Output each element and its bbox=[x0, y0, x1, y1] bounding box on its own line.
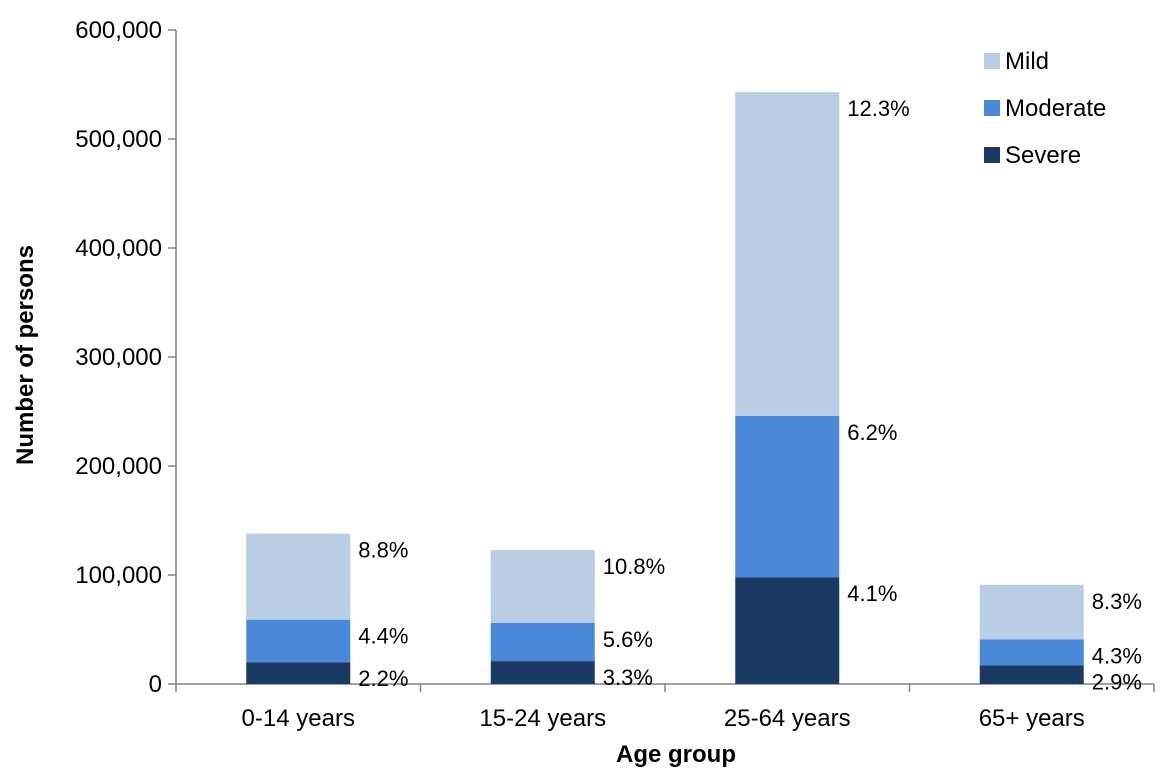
x-tick-label: 25-64 years bbox=[724, 705, 851, 732]
data-label: 4.3% bbox=[1092, 643, 1142, 668]
bar-segment-severe bbox=[735, 577, 840, 684]
legend-swatch-moderate bbox=[984, 100, 1000, 116]
legend-swatch-severe bbox=[984, 147, 1000, 163]
y-axis-title: Number of persons bbox=[12, 245, 39, 465]
y-tick-label: 300,000 bbox=[75, 344, 162, 371]
bar-segment-severe bbox=[246, 662, 351, 684]
y-tick-label: 0 bbox=[149, 671, 162, 698]
data-label: 6.2% bbox=[847, 420, 897, 445]
data-label: 12.3% bbox=[847, 96, 909, 121]
data-label: 4.4% bbox=[358, 624, 408, 649]
bar-segment-mild bbox=[735, 92, 840, 416]
data-label: 3.3% bbox=[603, 665, 653, 690]
bar-segment-moderate bbox=[979, 639, 1084, 666]
bars bbox=[246, 92, 1084, 684]
data-label: 5.6% bbox=[603, 627, 653, 652]
x-tick-label: 0-14 years bbox=[242, 705, 355, 732]
data-labels: 2.2% 4.4% 8.8% 3.3% 5.6% 10.8% 4.1% 6.2% 12.3% 2.… bbox=[358, 96, 1142, 694]
bar-segment-moderate bbox=[246, 619, 351, 663]
data-label: 8.8% bbox=[358, 538, 408, 563]
y-tick-label: 100,000 bbox=[75, 562, 162, 589]
bar-segment-severe bbox=[490, 661, 595, 684]
y-tick-label: 500,000 bbox=[75, 126, 162, 153]
legend-label-moderate: Moderate bbox=[1005, 95, 1106, 122]
bar-segment-mild bbox=[246, 533, 351, 620]
data-label: 4.1% bbox=[847, 581, 897, 606]
bar-segment-mild bbox=[979, 584, 1084, 640]
x-tick-label: 15-24 years bbox=[479, 705, 606, 732]
legend-label-severe: Severe bbox=[1005, 142, 1081, 169]
data-label: 2.9% bbox=[1092, 669, 1142, 694]
data-label: 2.2% bbox=[358, 666, 408, 691]
data-label: 10.8% bbox=[603, 554, 665, 579]
x-axis-title: Age group bbox=[616, 741, 736, 768]
axes: 0 100,000 200,000 300,000 400,000 500,000 600,… bbox=[75, 17, 1155, 732]
legend: Mild Moderate Severe bbox=[984, 48, 1106, 169]
y-tick-label: 200,000 bbox=[75, 453, 162, 480]
bar-segment-moderate bbox=[490, 622, 595, 662]
bar-segment-severe bbox=[979, 665, 1084, 684]
bar-segment-moderate bbox=[735, 415, 840, 578]
legend-swatch-mild bbox=[984, 53, 1000, 69]
y-tick-label: 600,000 bbox=[75, 17, 162, 44]
data-label: 8.3% bbox=[1092, 589, 1142, 614]
bar-segment-mild bbox=[490, 549, 595, 623]
legend-label-mild: Mild bbox=[1005, 48, 1049, 75]
x-tick-label: 65+ years bbox=[979, 705, 1085, 732]
y-tick-label: 400,000 bbox=[75, 235, 162, 262]
